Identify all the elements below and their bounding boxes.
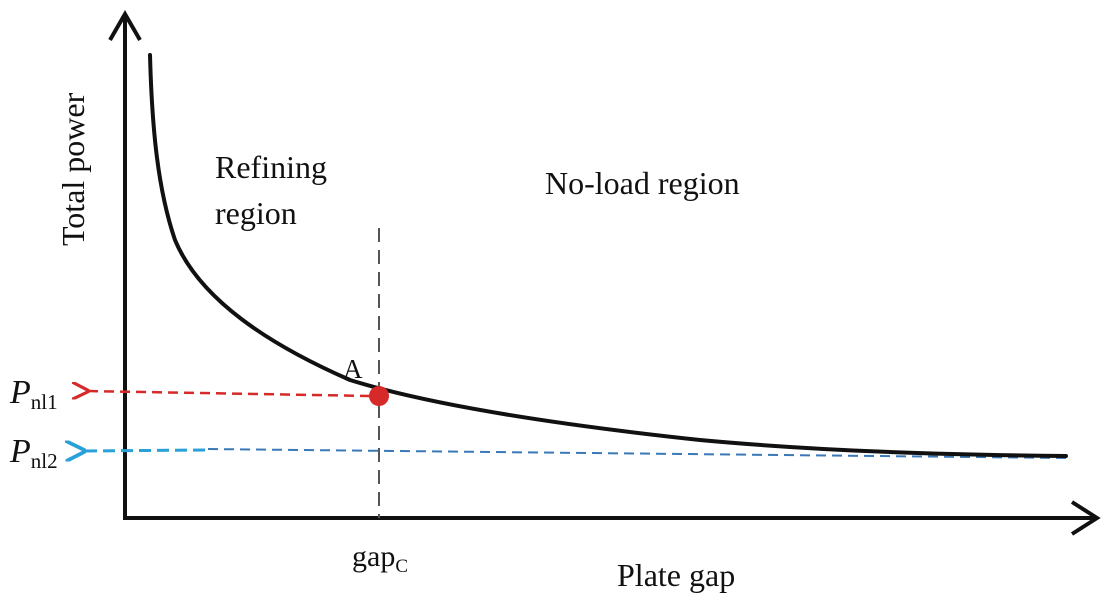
refining-region-label-line1: Refining [215, 149, 327, 185]
pnl1-label-sub: nl1 [31, 390, 58, 414]
pnl2-arrow [82, 450, 206, 451]
pnl2-label-sub: nl2 [31, 449, 58, 473]
power-curve [148, 53, 1068, 458]
y-axis-arrowhead [108, 9, 142, 41]
y-axis-label: Total power [55, 92, 91, 246]
pnl2-label-main: P [9, 433, 31, 470]
pnl1-arrow [86, 391, 371, 396]
pnl1-label-main: P [9, 374, 31, 411]
gap-c-label-main: gap [352, 540, 395, 573]
refining-region-label-line2: region [215, 195, 297, 231]
point-a-marker [369, 386, 389, 406]
x-axis-arrowhead [1070, 500, 1101, 536]
gap-c-label-sub: C [395, 556, 408, 577]
no-load-region-label: No-load region [545, 165, 740, 201]
gap-c-label: gapC [352, 540, 408, 577]
pnl2-label: Pnl2 [9, 433, 58, 473]
pnl1-label: Pnl1 [9, 374, 58, 414]
x-axis-label: Plate gap [617, 557, 735, 593]
point-a-label: A [343, 354, 363, 384]
